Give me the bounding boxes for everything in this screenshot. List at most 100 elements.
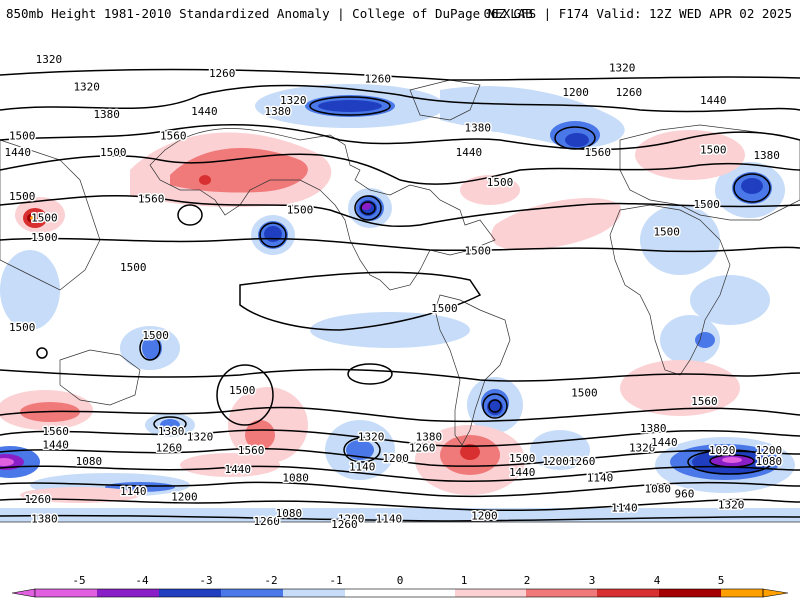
contour-label: 1380 <box>93 108 120 121</box>
eurasia-outline <box>619 124 800 221</box>
north-america-outline <box>149 128 496 291</box>
contour-line <box>709 454 755 468</box>
contour-label: 1080 <box>282 471 309 484</box>
contour-line <box>0 481 800 498</box>
contour-label: 1500 <box>509 452 536 465</box>
anomaly-region <box>695 332 715 348</box>
anomaly-region <box>620 360 740 416</box>
colorbar-segment-neg1 <box>283 589 345 597</box>
contour-line <box>177 204 203 226</box>
contour-line <box>360 201 376 215</box>
coastlines <box>0 79 800 523</box>
anomaly-region <box>310 312 470 348</box>
contour-label: 1260 <box>616 86 643 99</box>
contour-label: 1500 <box>31 231 58 244</box>
contour-line <box>0 498 800 512</box>
anomaly-region <box>460 444 480 460</box>
anomaly-region <box>722 457 742 463</box>
anomaly-region <box>264 226 282 242</box>
contour-label: 1320 <box>629 441 656 454</box>
australia-outline <box>59 349 141 406</box>
contour-label: 1380 <box>416 430 443 443</box>
anomaly-region <box>245 420 275 450</box>
map-title: 850mb Height 1981-2010 Standardized Anom… <box>6 6 533 21</box>
colorbar-segment-zero-pos <box>400 589 455 597</box>
contour-label: 1260 <box>409 441 436 454</box>
colorbar-segment-neg2 <box>221 589 283 597</box>
anomaly-region <box>470 108 530 132</box>
colorbar-arrow-right <box>762 588 789 598</box>
contour-label: 1440 <box>42 439 69 452</box>
contour-line <box>0 429 800 447</box>
contour-label: 1500 <box>465 245 492 258</box>
contour-label: 1200 <box>338 512 365 525</box>
contour-line <box>687 449 773 475</box>
contour-label: 1200 <box>542 455 569 468</box>
contour-label: 1260 <box>25 493 52 506</box>
contour-label: 1140 <box>587 471 614 484</box>
contour-line <box>488 399 502 413</box>
anomaly-region <box>142 336 162 360</box>
contour-line <box>343 437 381 463</box>
contour-label: 1560 <box>138 193 165 206</box>
contour-label: 1440 <box>700 94 727 107</box>
contour-label: 1500 <box>287 204 314 217</box>
anomaly-region <box>160 419 180 431</box>
contour-label: 1200 <box>562 86 589 99</box>
contour-label: 1560 <box>585 146 612 159</box>
contour-line <box>139 335 161 361</box>
anomaly-region <box>635 130 745 180</box>
contour-label: 1560 <box>238 444 265 457</box>
contour-line <box>0 84 800 113</box>
contour-label: 1440 <box>456 146 483 159</box>
anomaly-shading <box>0 84 800 522</box>
contour-label: 1500 <box>9 321 36 334</box>
contour-line <box>0 406 800 423</box>
contour-label: 1080 <box>756 455 783 468</box>
contour-line <box>354 195 382 221</box>
contour-label: 1500 <box>653 225 680 238</box>
contour-line <box>0 237 800 253</box>
contour-label: 1320 <box>187 430 214 443</box>
contour-label: 1320 <box>280 94 307 107</box>
contour-label: 1260 <box>209 67 236 80</box>
contour-line <box>309 96 391 116</box>
contour-label: 1440 <box>5 146 32 159</box>
africa-outline <box>609 204 731 376</box>
colorbar-segment-zero-neg <box>345 589 400 597</box>
asia-east-outline <box>0 139 101 291</box>
contour-label: 1500 <box>487 176 514 189</box>
contour-label: 1260 <box>331 518 358 531</box>
colorbar-segment-pos5 <box>721 589 763 597</box>
colorbar-segment-neg3 <box>159 589 221 597</box>
contour-line <box>0 514 800 522</box>
contour-label: 1500 <box>693 198 720 211</box>
height-contours <box>0 68 800 522</box>
colorbar-segment-neg4 <box>97 589 159 597</box>
anomaly-region <box>346 440 374 460</box>
anomaly-region <box>30 216 36 220</box>
contour-label: 1440 <box>651 436 678 449</box>
negative-anomalies <box>0 84 800 522</box>
contour-label: 1380 <box>640 422 667 435</box>
contour-label: 1200 <box>756 444 783 457</box>
contour-label: 960 <box>674 488 694 501</box>
contour-label: 1260 <box>156 441 183 454</box>
contour-label: 1200 <box>171 491 198 504</box>
contour-label: 1560 <box>42 425 69 438</box>
contour-line <box>347 363 393 385</box>
contour-line <box>0 368 800 382</box>
contour-label: 1020 <box>709 444 736 457</box>
contour-label: 1320 <box>358 430 385 443</box>
colorbar-segment-pos1 <box>455 589 526 597</box>
contour-label: 1500 <box>9 190 36 203</box>
contour-label: 1140 <box>611 501 638 514</box>
contour-line <box>0 124 800 151</box>
contour-line <box>36 347 48 359</box>
contour-label: 1140 <box>349 460 376 473</box>
contour-label: 1200 <box>382 452 409 465</box>
contour-line <box>0 194 800 228</box>
model-run-info: 06Z GFS | F174 Valid: 12Z WED APR 02 202… <box>483 6 792 21</box>
colorbar-segment-neg5 <box>35 589 97 597</box>
